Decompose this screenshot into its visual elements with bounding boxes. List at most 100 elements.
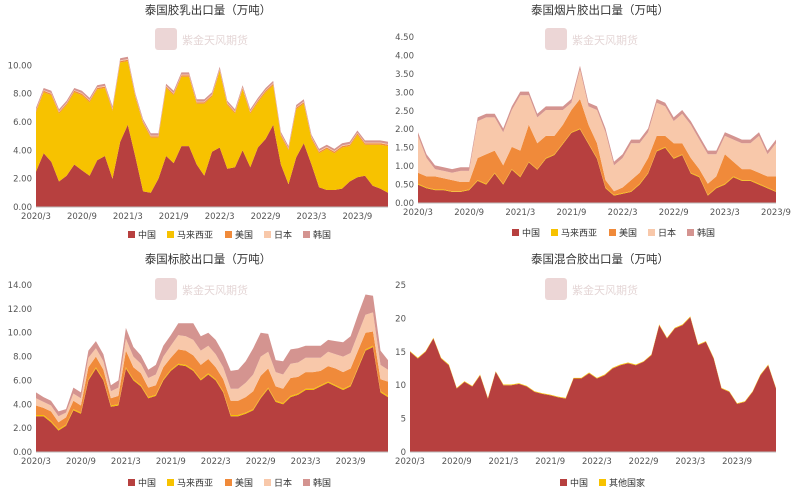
- legend-swatch: [167, 479, 174, 486]
- x-tick-label: 2022/9: [629, 457, 659, 467]
- y-tick-label: 0.00: [13, 448, 32, 458]
- y-tick-label: 4.00: [13, 146, 32, 156]
- y-tick-label: 6.00: [13, 118, 32, 128]
- y-tick-label: 0.00: [395, 199, 414, 209]
- y-tick-label: 4.00: [395, 51, 414, 61]
- x-tick-label: 2020/9: [442, 457, 472, 467]
- y-tick-label: 8.00: [13, 353, 32, 363]
- watermark-text: 紫金天风期货: [182, 33, 248, 47]
- legend-swatch: [303, 231, 310, 238]
- y-tick-label: 2.00: [395, 125, 414, 135]
- y-tick-label: 3.00: [395, 88, 414, 98]
- x-tick-label: 2021/3: [113, 212, 143, 222]
- x-tick-label: 2020/3: [403, 208, 433, 218]
- x-tick-label: 2023/9: [722, 457, 752, 467]
- x-tick-label: 2020/9: [66, 457, 96, 467]
- x-tick-label: 2023/3: [710, 208, 740, 218]
- legend-swatch: [609, 229, 616, 236]
- y-tick-label: 10: [395, 381, 406, 391]
- x-tick-label: 2022/3: [205, 212, 235, 222]
- watermark: 紫金天风期货: [545, 28, 638, 50]
- legend-label: 中国: [570, 477, 588, 489]
- legend-label: 马来西亚: [177, 478, 213, 489]
- x-tick-label: 2023/9: [761, 208, 791, 218]
- y-tick-label: 2.00: [13, 175, 32, 185]
- x-tick-label: 2021/9: [159, 212, 189, 222]
- watermark: 紫金天风期货: [545, 278, 638, 300]
- y-tick-label: 20: [395, 314, 406, 324]
- legend-swatch: [225, 231, 232, 238]
- y-tick-label: 15: [395, 348, 406, 358]
- y-tick-label: 0.00: [13, 203, 32, 213]
- area-series-0: [410, 317, 776, 452]
- legend-label: 美国: [235, 229, 253, 241]
- legend-swatch: [648, 229, 655, 236]
- x-tick-label: 2021/3: [111, 457, 141, 467]
- legend-swatch: [264, 479, 271, 486]
- legend-swatch: [167, 231, 174, 238]
- legend-label: 马来西亚: [561, 228, 597, 239]
- y-tick-label: 4.00: [13, 400, 32, 410]
- y-tick-label: 0.50: [395, 181, 414, 191]
- area-series-2: [418, 99, 776, 195]
- legend-label: 韩国: [313, 477, 331, 489]
- str-export-chart: 紫金天风期货 泰国标胶出口量（万吨） 0.00 2.00 4.00 6.00 8.00 10.…: [8, 252, 388, 489]
- chart-title: 泰国混合胶出口量（万吨）: [531, 252, 669, 266]
- watermark-logo-icon: [155, 278, 177, 300]
- watermark-logo-icon: [545, 278, 567, 300]
- legend-label: 其他国家: [609, 477, 645, 489]
- watermark-text: 紫金天风期货: [572, 283, 638, 297]
- area-series-1: [36, 61, 388, 193]
- x-tick-label: 2023/9: [336, 457, 366, 467]
- x-tick-label: 2022/3: [582, 457, 612, 467]
- legend-swatch: [687, 229, 694, 236]
- area-series-0: [418, 129, 776, 203]
- x-tick-label: 2023/3: [291, 457, 321, 467]
- mixed-rubber-export-chart: 紫金天风期货 泰国混合胶出口量（万吨） 0 5 10 15 20 25 2020/3 2020/9…: [395, 252, 776, 489]
- legend-label: 韩国: [313, 229, 331, 241]
- y-tick-label: 2.50: [395, 107, 414, 117]
- x-tick-label: 2022/9: [659, 208, 689, 218]
- chart-title: 泰国胶乳出口量（万吨）: [145, 3, 272, 17]
- y-tick-label: 25: [395, 281, 406, 291]
- x-tick-label: 2021/3: [505, 208, 535, 218]
- x-tick-label: 2022/3: [201, 457, 231, 467]
- watermark-text: 紫金天风期货: [572, 33, 638, 47]
- legend-swatch: [512, 229, 519, 236]
- y-tick-label: 6.00: [13, 376, 32, 386]
- watermark: 紫金天风期货: [155, 278, 248, 300]
- y-tick-label: 1.50: [395, 144, 414, 154]
- area-series-4: [36, 294, 388, 417]
- legend-swatch: [560, 479, 567, 486]
- x-tick-label: 2020/3: [21, 457, 51, 467]
- rss-export-chart: 紫金天风期货 泰国烟片胶出口量（万吨） 0.00 0.50 1.00 1.50 2.00 2.…: [395, 3, 791, 239]
- legend-label: 中国: [138, 229, 156, 241]
- x-tick-label: 2020/9: [454, 208, 484, 218]
- legend-swatch: [128, 231, 135, 238]
- watermark-text: 紫金天风期货: [182, 283, 248, 297]
- x-tick-label: 2022/9: [246, 457, 276, 467]
- watermark-logo-icon: [155, 28, 177, 50]
- y-tick-label: 4.50: [395, 33, 414, 43]
- x-tick-label: 2020/9: [67, 212, 97, 222]
- legend-label: 中国: [138, 477, 156, 489]
- legend-label: 美国: [619, 227, 637, 239]
- y-tick-label: 3.50: [395, 70, 414, 80]
- chart-title: 泰国烟片胶出口量（万吨）: [531, 3, 669, 17]
- legend-label: 中国: [522, 227, 540, 239]
- x-tick-label: 2023/9: [342, 212, 372, 222]
- y-tick-label: 2.00: [13, 424, 32, 434]
- x-tick-label: 2020/3: [395, 457, 425, 467]
- y-tick-label: 0: [401, 448, 406, 458]
- watermark: 紫金天风期货: [155, 28, 248, 50]
- legend-swatch: [264, 231, 271, 238]
- watermark-logo-icon: [545, 28, 567, 50]
- area-series-0: [36, 347, 388, 452]
- legend-label: 美国: [235, 477, 253, 489]
- x-tick-label: 2022/3: [608, 208, 638, 218]
- legend-label: 日本: [274, 477, 292, 489]
- legend-label: 日本: [658, 227, 676, 239]
- area-series-2: [36, 331, 388, 430]
- legend-swatch: [303, 479, 310, 486]
- legend-label: 马来西亚: [177, 230, 213, 241]
